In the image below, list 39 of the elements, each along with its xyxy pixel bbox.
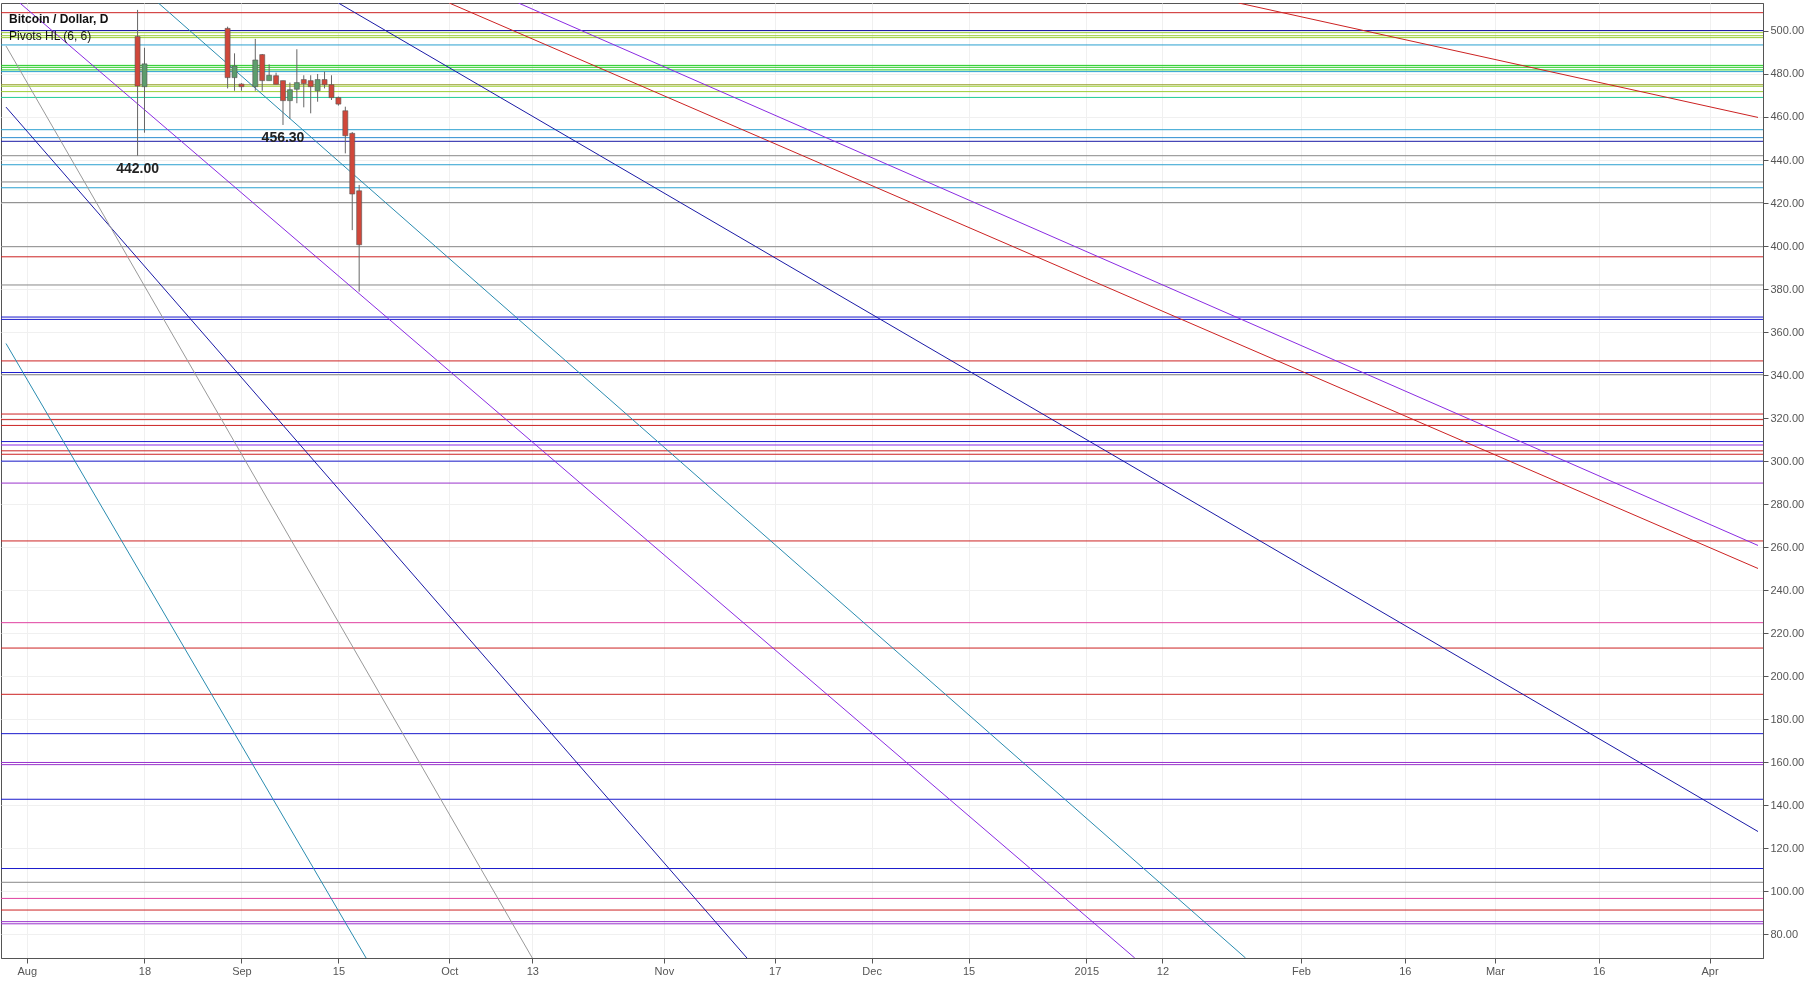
y-tick-label: 320.00 xyxy=(1770,411,1805,424)
y-tick-label: 100.00 xyxy=(1770,884,1805,897)
x-tick-label: Feb xyxy=(1291,964,1311,977)
y-tick-label: 80.00 xyxy=(1770,927,1799,940)
y-tick-label: 160.00 xyxy=(1770,755,1805,768)
y-tick-label: 420.00 xyxy=(1770,196,1805,209)
x-tick-label: 17 xyxy=(769,964,782,977)
x-tick-label: Sep xyxy=(232,964,252,977)
x-tick-label: Oct xyxy=(441,964,459,977)
y-tick-label: 480.00 xyxy=(1770,67,1805,80)
y-tick-label: 400.00 xyxy=(1770,239,1805,252)
y-tick-label: 440.00 xyxy=(1770,153,1805,166)
y-tick-label: 340.00 xyxy=(1770,368,1805,381)
x-tick-label: 2015 xyxy=(1074,964,1100,977)
x-tick-label: 15 xyxy=(332,964,346,977)
y-tick-label: 180.00 xyxy=(1770,712,1805,725)
y-tick-label: 500.00 xyxy=(1770,24,1805,37)
x-tick-label: Dec xyxy=(862,964,883,977)
x-tick-label: Nov xyxy=(654,964,675,977)
y-tick-label: 220.00 xyxy=(1770,626,1805,639)
x-tick-label: 16 xyxy=(1593,964,1606,977)
x-tick-label: 16 xyxy=(1399,964,1412,977)
x-tick-label: 15 xyxy=(962,964,976,977)
y-tick-label: 120.00 xyxy=(1770,841,1805,854)
y-tick-label: 240.00 xyxy=(1770,583,1805,596)
y-tick-label: 140.00 xyxy=(1770,798,1805,811)
x-tick-label: Apr xyxy=(1701,964,1719,977)
y-tick-label: 300.00 xyxy=(1770,454,1805,467)
x-tick-label: 12 xyxy=(1156,964,1170,977)
y-tick-label: 200.00 xyxy=(1770,669,1805,682)
y-tick-label: 460.00 xyxy=(1770,110,1805,123)
y-tick-label: 280.00 xyxy=(1770,497,1805,510)
x-tick-label: Mar xyxy=(1485,964,1506,977)
y-tick-label: 260.00 xyxy=(1770,540,1805,553)
y-tick-label: 360.00 xyxy=(1770,325,1805,338)
x-tick-label: Aug xyxy=(17,964,38,977)
x-tick-label: 13 xyxy=(526,964,539,977)
y-tick-label: 380.00 xyxy=(1770,282,1805,295)
x-tick-label: 18 xyxy=(138,964,152,977)
